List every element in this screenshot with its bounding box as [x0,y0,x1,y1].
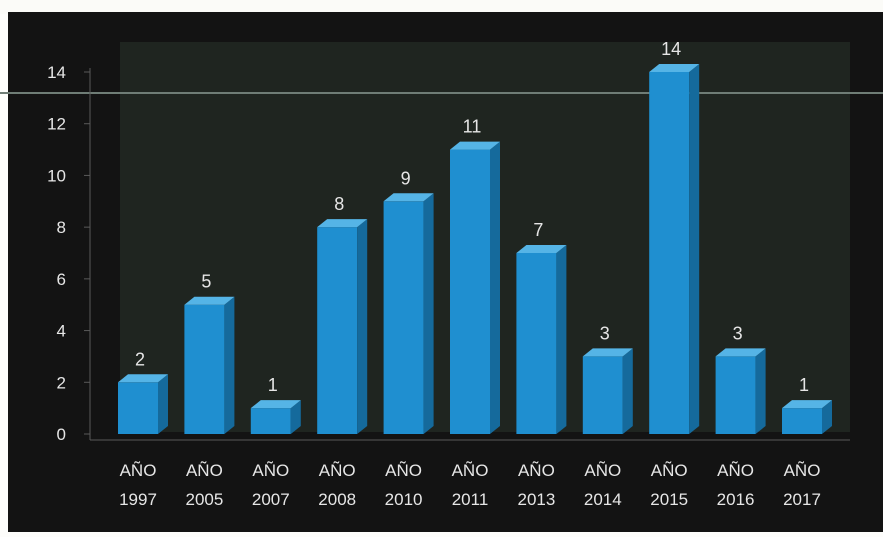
bar-front [118,382,158,434]
y-tick-label: 10 [47,166,66,185]
bar-top [383,193,434,202]
x-tick-label-line1: AÑO [252,461,289,480]
bar [118,374,168,434]
y-tick-label: 12 [47,115,66,134]
bar-value-label: 3 [733,323,743,343]
x-tick-label-line2: 2010 [385,490,423,509]
x-tick-label-line1: AÑO [452,461,489,480]
bar-top [250,400,301,409]
bar-front [184,304,225,434]
x-tick-label-line2: 2014 [584,490,622,509]
bar-front [450,149,490,435]
bar-side [423,193,434,434]
bar [317,219,368,434]
bar-front [317,227,358,434]
bar [782,400,832,434]
bar [250,400,301,434]
bar-value-label: 9 [401,168,411,188]
y-tick-label: 6 [57,270,66,289]
bar-side [556,245,567,434]
bar-top [649,64,700,72]
bar-value-label: 5 [201,272,211,292]
bar-side [755,348,766,434]
bar-top [782,400,832,409]
paper-edge-top [0,0,883,14]
x-tick-label-line1: AÑO [784,461,821,480]
x-tick-label-line1: AÑO [120,461,157,480]
x-tick-label-line2: 2011 [452,490,489,509]
y-tick-label: 8 [57,218,66,237]
bar-value-label: 1 [268,375,278,395]
bar-top [516,245,567,253]
bar-value-label: 2 [135,349,145,369]
bar [649,64,700,434]
y-tick-label: 0 [57,425,66,444]
y-tick-label: 14 [47,63,66,82]
x-tick-label-line1: AÑO [717,461,754,480]
bar-side [357,219,368,434]
x-tick-label-line2: 2016 [717,490,755,509]
bar-top [582,348,633,357]
bar-top [118,374,168,383]
bar-top [184,296,235,305]
bar-side [689,64,700,434]
x-tick-label-line2: 2015 [650,490,688,509]
bar [184,296,235,434]
x-tick-label-line1: AÑO [186,461,223,480]
y-axis: 0 2 4 6 8 10 12 14 [47,63,91,444]
bar [582,348,633,434]
bar-value-label: 8 [334,194,344,214]
bar-front [715,356,756,434]
bar-top [450,141,500,150]
bar-value-label: 7 [533,220,543,240]
bar-side [158,374,168,434]
bar-front [250,408,291,434]
bar-side [224,296,235,434]
x-tick-label-line2: 2013 [517,490,555,509]
bar-value-label: 14 [661,39,681,59]
y-tick-label: 4 [57,322,66,341]
x-tick-label-line1: AÑO [651,461,688,480]
x-axis: AÑO 1997 AÑO 2005 AÑO 2007 AÑO 2008 AÑO 2010 AÑO 20… [90,439,850,509]
bar-side [622,348,633,434]
bar-side [290,400,301,434]
bar [383,193,434,434]
bar-top [317,219,368,228]
bar-side [490,141,500,435]
bar [450,141,500,435]
bar-front [582,356,623,434]
bar-value-label: 1 [799,375,809,395]
bar-value-label: 11 [463,117,482,137]
x-tick-label-line2: 2008 [318,490,356,509]
bar [516,245,567,434]
bar [715,348,766,434]
bar-side [822,400,832,434]
x-tick-label-line2: 1997 [119,490,157,509]
y-tick-label: 2 [57,373,66,392]
x-tick-label-line1: AÑO [584,461,621,480]
bar-front [782,408,822,434]
bar-front [649,72,690,434]
x-tick-label-line2: 2007 [252,490,290,509]
bar-value-label: 3 [600,323,610,343]
x-tick-label-line1: AÑO [518,461,555,480]
x-tick-label-line1: AÑO [319,461,356,480]
x-tick-label-line2: 2017 [783,490,821,509]
bars-group: 2 5 1 8 9 11 7 3 14 3 1 [118,39,832,435]
bar-front [516,253,557,434]
bar-top [715,348,766,357]
x-tick-label-line2: 2005 [185,490,223,509]
bar-front [383,201,424,434]
x-tick-label-line1: AÑO [385,461,422,480]
